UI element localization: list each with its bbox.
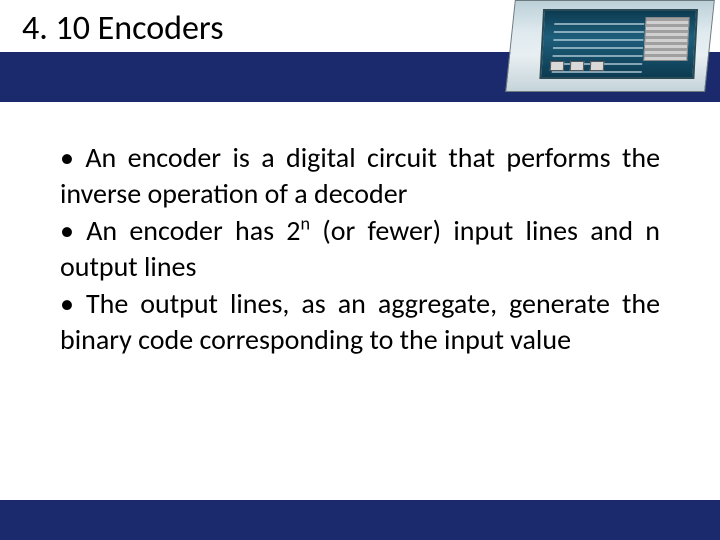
bullet-marker: •	[60, 286, 86, 321]
bullet-text: An encoder is a digital circuit that per…	[60, 140, 660, 211]
superscript: n	[301, 212, 311, 234]
circuit-board-image	[505, 0, 715, 92]
bullet-text: The output lines, as an aggregate, gener…	[60, 286, 660, 357]
bullet-marker: •	[60, 213, 86, 248]
component-icon	[590, 61, 605, 71]
component-icon	[550, 61, 565, 71]
slide-title: 4. 10 Encoders	[22, 8, 224, 49]
component-icon	[570, 61, 585, 71]
footer-bar	[0, 500, 720, 540]
circuit-board-panel	[539, 9, 698, 79]
bullet-marker: •	[60, 140, 85, 175]
bullet-item: • An encoder has 2n (or fewer) input lin…	[60, 213, 660, 286]
chip-grid-icon	[643, 17, 689, 61]
bullet-text-pre: An encoder has 2	[86, 213, 300, 248]
presentation-slide: 4. 10 Encoders • An encoder is a digital…	[0, 0, 720, 540]
slide-body: • An encoder is a digital circuit that p…	[60, 140, 660, 358]
bullet-item: • An encoder is a digital circuit that p…	[60, 140, 660, 213]
bullet-item: • The output lines, as an aggregate, gen…	[60, 286, 660, 359]
